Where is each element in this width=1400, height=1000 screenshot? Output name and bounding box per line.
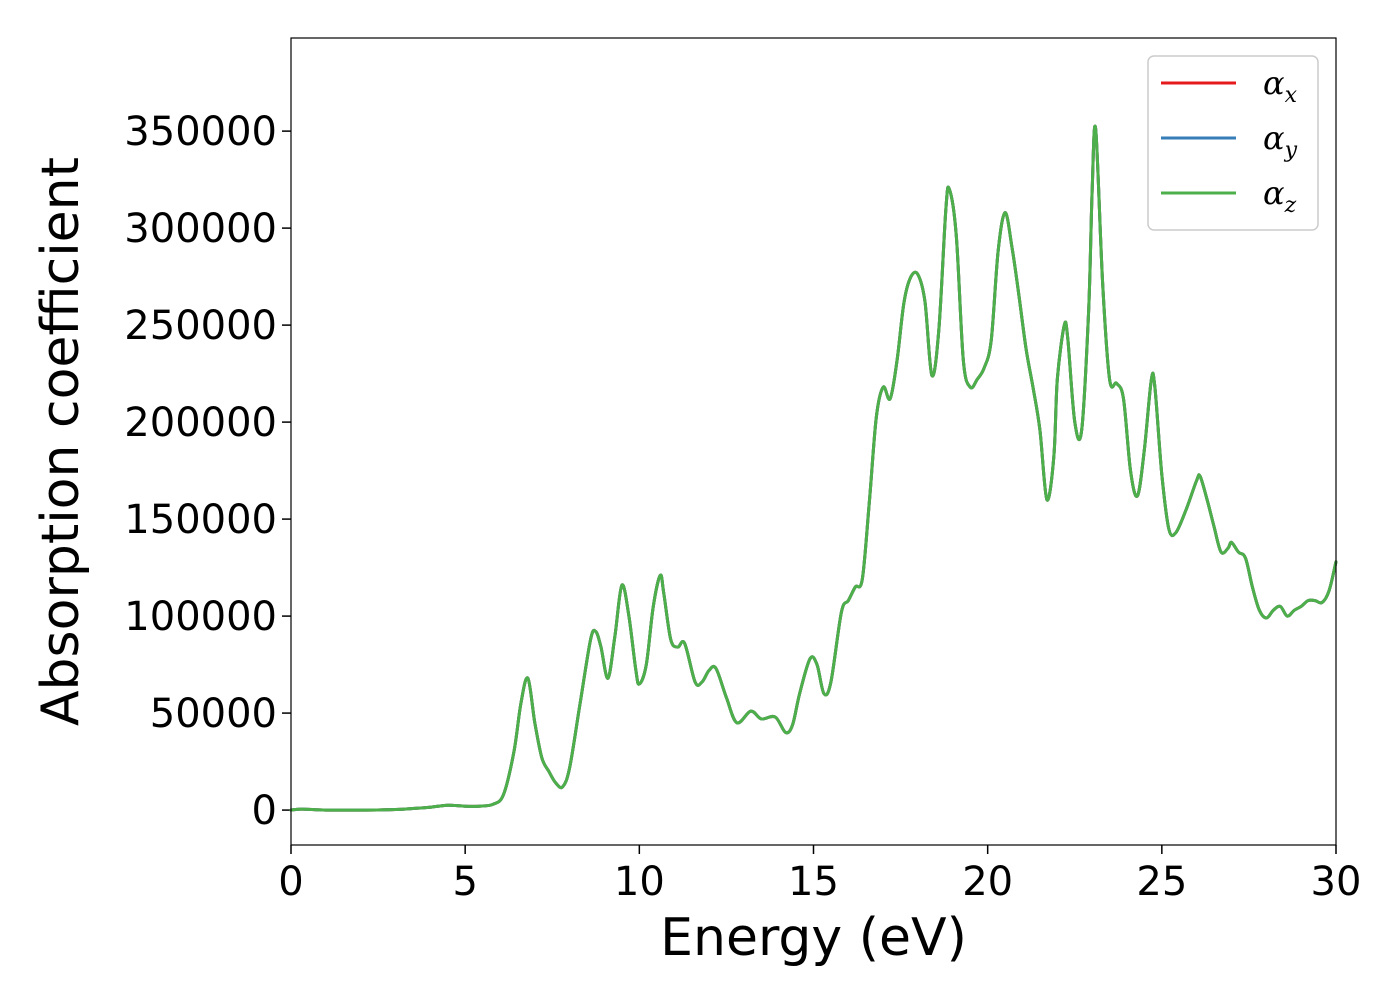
y-tick-label: 100000 (124, 594, 277, 640)
y-tick-label: 50000 (150, 691, 277, 737)
x-tick-label: 10 (614, 859, 665, 905)
x-tick-label: 20 (962, 859, 1013, 905)
y-tick-label: 200000 (124, 400, 277, 446)
series-layer (289, 124, 1338, 812)
x-axis-title: Energy (eV) (660, 908, 967, 968)
y-tick-label: 250000 (124, 303, 277, 349)
y-tick-label: 350000 (124, 109, 277, 155)
plot-frame (290, 37, 1337, 846)
x-tick-label: 25 (1136, 859, 1187, 905)
x-tick-label: 5 (452, 859, 477, 905)
y-axis-title: Absorption coefficient (31, 157, 91, 726)
y-tick-label: 150000 (124, 497, 277, 543)
x-axis-ticks: 0 5 10 15 20 25 30 (278, 845, 1361, 905)
series-line-z (289, 124, 1338, 812)
y-tick-label: 300000 (124, 206, 277, 252)
y-tick-label: 0 (252, 788, 277, 834)
legend-box (1147, 55, 1319, 231)
x-tick-label: 30 (1311, 859, 1362, 905)
y-axis-ticks: 0 50000 100000 150000 200000 250000 300000 3500… (124, 109, 291, 834)
x-tick-label: 0 (278, 859, 303, 905)
x-tick-label: 15 (788, 859, 839, 905)
